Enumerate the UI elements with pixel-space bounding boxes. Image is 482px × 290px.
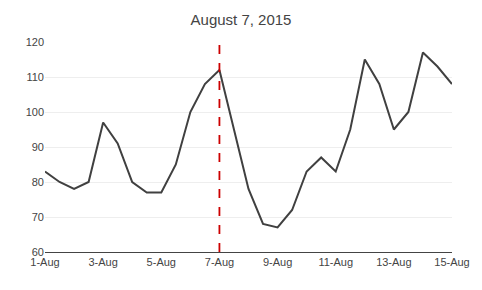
svg-text:August 7, 2015: August 7, 2015 — [191, 11, 292, 28]
svg-text:120: 120 — [26, 36, 44, 48]
svg-text:1-Aug: 1-Aug — [30, 256, 59, 268]
svg-text:80: 80 — [32, 176, 44, 188]
svg-text:60: 60 — [32, 246, 44, 258]
svg-text:90: 90 — [32, 141, 44, 153]
svg-text:7-Aug: 7-Aug — [205, 256, 234, 268]
svg-text:5-Aug: 5-Aug — [147, 256, 176, 268]
svg-text:70: 70 — [32, 211, 44, 223]
svg-text:11-Aug: 11-Aug — [318, 256, 353, 268]
svg-text:9-Aug: 9-Aug — [263, 256, 292, 268]
svg-text:3-Aug: 3-Aug — [88, 256, 117, 268]
svg-text:100: 100 — [26, 106, 44, 118]
svg-text:110: 110 — [26, 71, 44, 83]
svg-text:15-Aug: 15-Aug — [434, 256, 469, 268]
svg-text:13-Aug: 13-Aug — [376, 256, 411, 268]
